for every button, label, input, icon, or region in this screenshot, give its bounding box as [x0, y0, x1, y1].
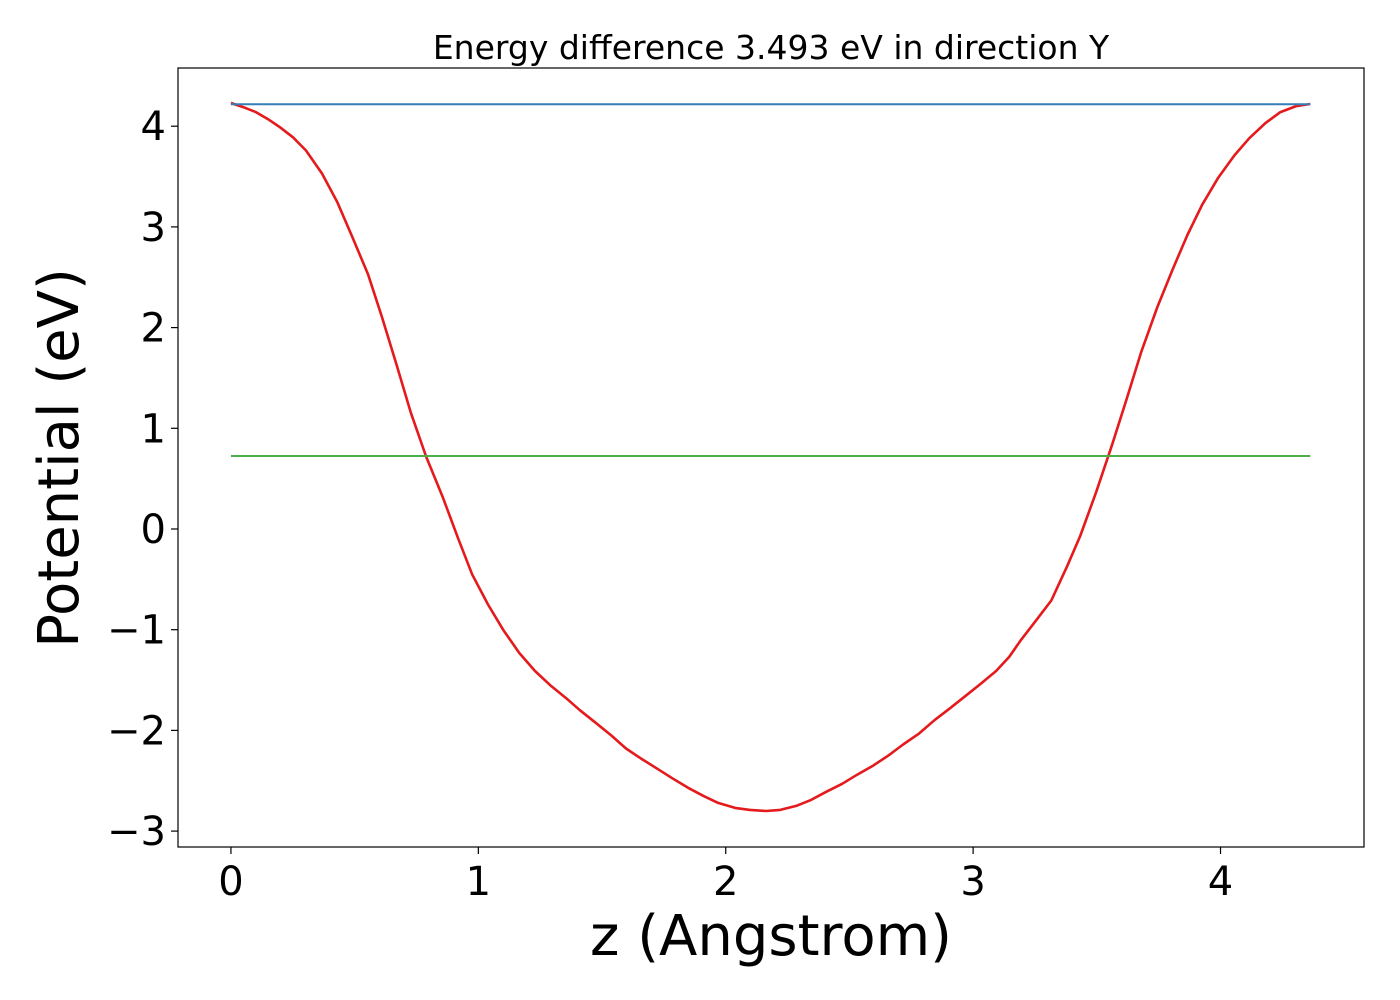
y-tick-label: 0	[141, 507, 166, 553]
y-tick-label: −1	[107, 608, 166, 654]
x-tick-label: 0	[218, 859, 243, 905]
x-tick-label: 1	[466, 859, 491, 905]
y-axis: −3 −2 −1 0 1 2 3 4	[107, 104, 178, 855]
x-tick-label: 4	[1208, 859, 1233, 905]
plot-frame	[177, 67, 1365, 848]
series-layer	[230, 101, 1311, 813]
y-tick-label: 2	[141, 306, 166, 352]
y-tick-label: −3	[107, 809, 166, 855]
x-axis: 0 1 2 3 4	[218, 847, 1233, 905]
x-tick-label: 2	[713, 859, 738, 905]
x-tick-label: 3	[960, 859, 985, 905]
y-tick-label: −2	[107, 708, 166, 754]
y-tick-label: 4	[141, 104, 166, 150]
chart-title: Energy difference 3.493 eV in direction …	[433, 28, 1110, 67]
y-tick-label: 3	[141, 205, 166, 251]
y-axis-label: Potential (eV)	[27, 268, 92, 648]
potential-curve	[230, 101, 1311, 813]
y-tick-label: 1	[141, 406, 166, 452]
x-axis-label: z (Angstrom)	[590, 904, 952, 969]
